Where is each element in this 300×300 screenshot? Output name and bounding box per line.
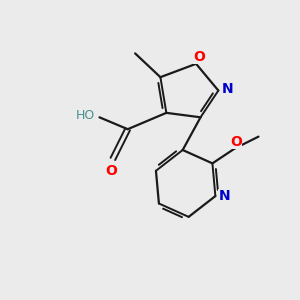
- Text: O: O: [193, 50, 205, 64]
- Text: N: N: [221, 82, 233, 96]
- Text: HO: HO: [76, 109, 95, 122]
- Text: O: O: [230, 135, 242, 149]
- Text: O: O: [105, 164, 117, 178]
- Text: N: N: [218, 189, 230, 203]
